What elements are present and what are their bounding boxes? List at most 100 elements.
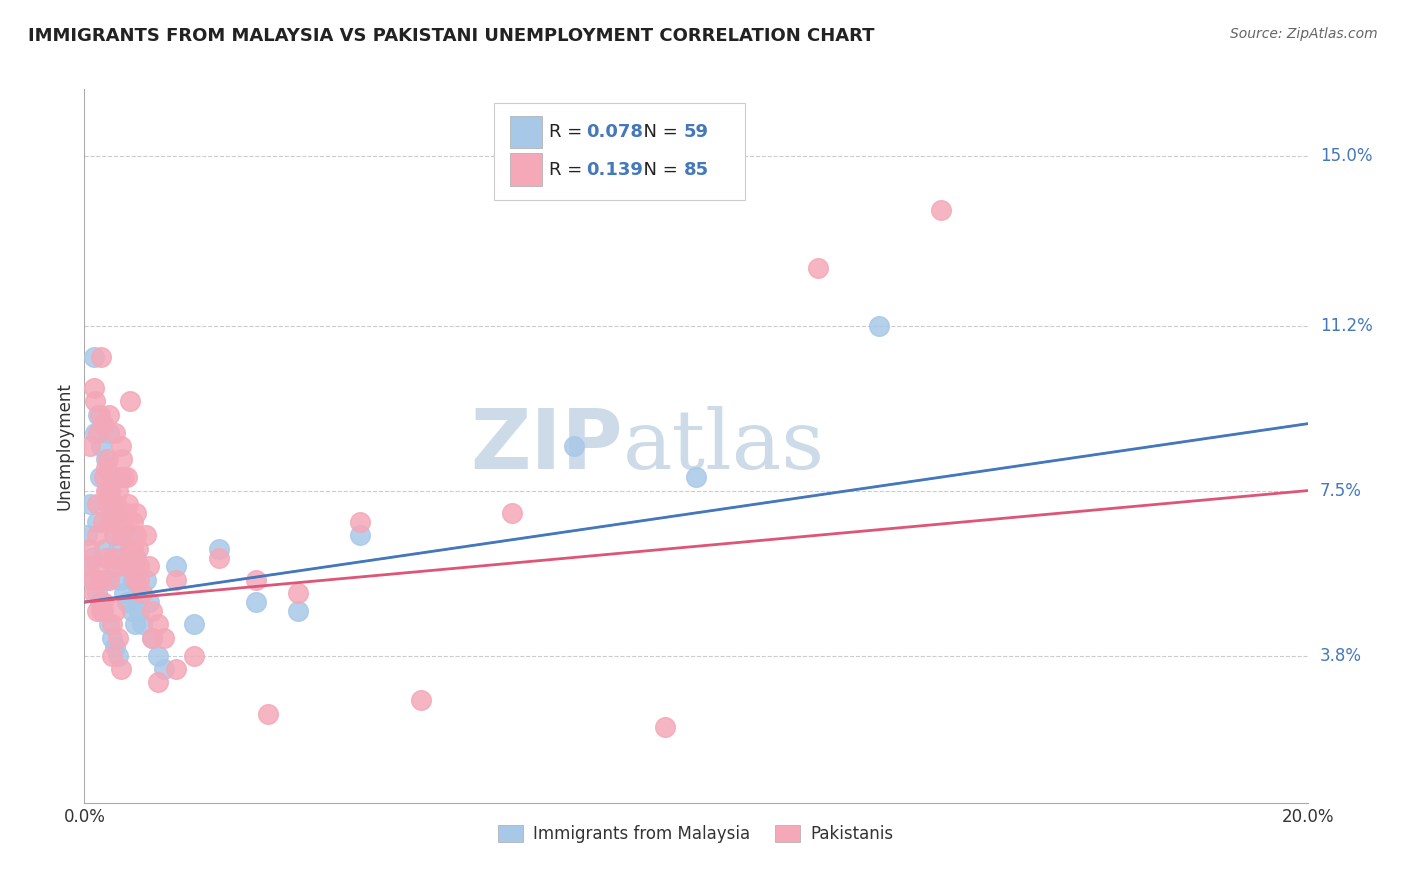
Y-axis label: Unemployment: Unemployment <box>55 382 73 510</box>
Point <box>183 648 205 663</box>
Point <box>84 425 107 440</box>
Legend: Immigrants from Malaysia, Pakistanis: Immigrants from Malaysia, Pakistanis <box>491 817 901 852</box>
Point <box>83 586 105 600</box>
Point <box>115 506 138 520</box>
Point <box>94 483 117 498</box>
Point <box>146 675 169 690</box>
Point <box>94 550 117 565</box>
Point <box>104 528 127 542</box>
Point <box>112 586 135 600</box>
Point <box>103 528 125 542</box>
Point <box>183 617 205 632</box>
Point <box>98 515 121 529</box>
Point <box>165 559 187 574</box>
Text: N =: N = <box>633 123 683 141</box>
Point <box>110 662 132 676</box>
Point <box>98 483 121 498</box>
Text: R =: R = <box>550 161 588 178</box>
Point <box>135 573 157 587</box>
Text: IMMIGRANTS FROM MALAYSIA VS PAKISTANI UNEMPLOYMENT CORRELATION CHART: IMMIGRANTS FROM MALAYSIA VS PAKISTANI UN… <box>28 27 875 45</box>
Point <box>87 425 110 440</box>
Point <box>107 631 129 645</box>
Point <box>141 604 163 618</box>
Point <box>76 559 98 574</box>
Point <box>153 662 176 676</box>
Point <box>103 559 125 574</box>
Point <box>125 506 148 520</box>
Point <box>110 439 132 453</box>
Point <box>105 497 128 511</box>
Text: 85: 85 <box>683 161 709 178</box>
Point <box>409 693 432 707</box>
Point <box>257 706 280 721</box>
Point <box>245 573 267 587</box>
FancyBboxPatch shape <box>510 153 541 186</box>
Point <box>90 439 112 453</box>
Point <box>79 439 101 453</box>
Point <box>108 506 131 520</box>
Point <box>104 640 127 654</box>
Point <box>208 550 231 565</box>
Point <box>117 497 139 511</box>
Point <box>122 573 145 587</box>
Point <box>97 483 120 498</box>
Point <box>131 586 153 600</box>
Point <box>97 452 120 467</box>
Point <box>107 559 129 574</box>
Text: 59: 59 <box>683 123 709 141</box>
Point <box>94 573 117 587</box>
Point <box>146 648 169 663</box>
Point <box>245 595 267 609</box>
Point <box>91 417 114 431</box>
Point <box>117 528 139 542</box>
Point <box>86 604 108 618</box>
Point <box>86 586 108 600</box>
Point <box>115 559 138 574</box>
Point <box>84 394 107 409</box>
Point <box>94 452 117 467</box>
Point <box>108 573 131 587</box>
Point <box>89 573 111 587</box>
Point <box>105 506 128 520</box>
Point <box>91 515 114 529</box>
Point <box>112 515 135 529</box>
Point <box>101 470 124 484</box>
Text: 0.139: 0.139 <box>586 161 643 178</box>
Point <box>97 573 120 587</box>
Point <box>94 461 117 475</box>
Point <box>807 260 830 275</box>
Point <box>125 528 148 542</box>
FancyBboxPatch shape <box>510 116 541 148</box>
Point <box>141 631 163 645</box>
Text: ZIP: ZIP <box>470 406 623 486</box>
Point <box>87 559 110 574</box>
Point <box>104 604 127 618</box>
Point <box>110 470 132 484</box>
Point <box>141 631 163 645</box>
Point <box>101 631 124 645</box>
Text: 15.0%: 15.0% <box>1320 147 1372 165</box>
Point <box>128 559 150 574</box>
Point <box>97 617 120 632</box>
Point <box>83 350 105 364</box>
Point <box>124 617 146 632</box>
Text: R =: R = <box>550 123 588 141</box>
Text: N =: N = <box>633 161 683 178</box>
Point <box>127 541 149 556</box>
Point <box>122 541 145 556</box>
Point <box>138 595 160 609</box>
Point <box>97 497 120 511</box>
Point <box>103 550 125 565</box>
Point <box>111 550 134 565</box>
Point <box>124 573 146 587</box>
Point <box>120 541 142 556</box>
Point <box>654 720 676 734</box>
Point <box>120 394 142 409</box>
Point <box>90 604 112 618</box>
Point <box>869 318 891 333</box>
Point <box>165 662 187 676</box>
FancyBboxPatch shape <box>494 103 745 200</box>
Point <box>131 617 153 632</box>
Point <box>349 528 371 542</box>
Point <box>165 573 187 587</box>
